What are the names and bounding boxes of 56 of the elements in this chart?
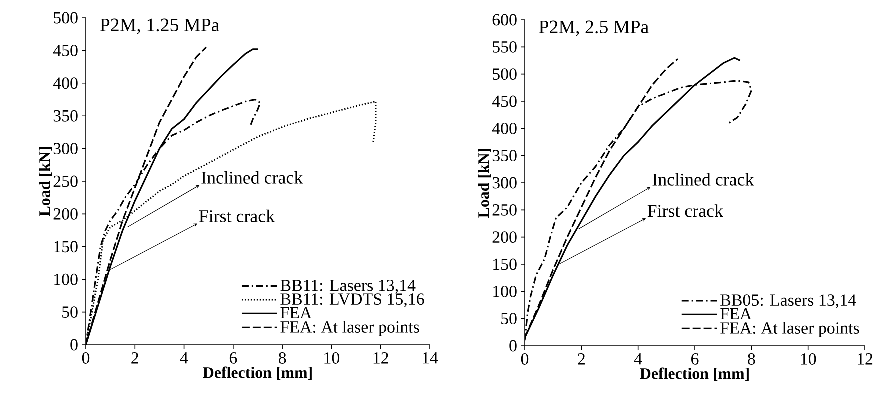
y-tick-label: 50 xyxy=(62,306,78,318)
annotation: First crack xyxy=(648,204,724,218)
legend-label: BB11: LVDTS 15,16 xyxy=(280,294,424,308)
x-tick-label: 6 xyxy=(692,354,699,365)
y-tick-label: 200 xyxy=(54,208,78,220)
legend-label: BB11: Lasers 13,14 xyxy=(280,280,416,294)
x-tick-label: 10 xyxy=(324,352,340,364)
x-tick-label: 10 xyxy=(801,354,816,365)
y-tick-label: 350 xyxy=(54,110,78,122)
x-tick-label: 8 xyxy=(278,352,286,364)
y-tick-label: 500 xyxy=(54,12,78,24)
y-axis-title: Load [kN] xyxy=(478,148,492,218)
x-axis-title: Deflection [mm] xyxy=(640,368,749,382)
y-tick-label: 350 xyxy=(492,150,517,162)
y-tick-label: 300 xyxy=(54,143,78,155)
x-tick-label: 4 xyxy=(180,352,188,364)
x-tick-label: 6 xyxy=(230,352,238,364)
y-tick-label: 150 xyxy=(54,241,78,253)
x-tick-label: 0 xyxy=(82,352,90,364)
y-tick-label: 50 xyxy=(502,313,517,325)
y-tick-label: 300 xyxy=(492,177,517,189)
x-tick-label: 12 xyxy=(374,352,388,364)
y-tick-label: 450 xyxy=(492,96,517,108)
y-tick-label: 200 xyxy=(492,232,517,244)
y-tick-label: 150 xyxy=(494,258,517,270)
y-tick-label: 0 xyxy=(510,340,517,352)
y-tick-label: 250 xyxy=(54,176,78,188)
y-tick-label: 400 xyxy=(492,122,517,134)
y-tick-label: 250 xyxy=(492,204,517,216)
y-tick-label: 100 xyxy=(54,274,78,286)
legend-label: FEA: At laser points xyxy=(720,322,860,338)
y-tick-label: 450 xyxy=(53,44,78,56)
x-tick-label: 0 xyxy=(521,354,529,365)
x-tick-label: 12 xyxy=(858,354,873,365)
y-tick-label: 100 xyxy=(494,286,517,298)
legend-label: FEA xyxy=(720,308,752,320)
x-axis-title: Deflection [mm] xyxy=(203,366,312,380)
y-tick-label: 550 xyxy=(493,41,517,53)
y-tick-label: 0 xyxy=(70,339,78,351)
y-tick-label: 400 xyxy=(53,78,78,90)
x-tick-label: 14 xyxy=(423,352,438,364)
legend-label: FEA: At laser points xyxy=(280,321,420,336)
y-tick-label: 500 xyxy=(493,68,517,80)
x-tick-label: 4 xyxy=(634,354,642,365)
legend-label: FEA xyxy=(280,307,312,319)
y-axis-title: Load [kN] xyxy=(39,147,52,216)
y-tick-label: 600 xyxy=(492,14,517,26)
chart-title: P2M, 1.25 MPa xyxy=(100,18,220,34)
annotation: Inclined crack xyxy=(652,173,754,186)
annotation: First crack xyxy=(199,210,276,222)
chart-title: P2M, 2.5 MPa xyxy=(539,20,649,36)
x-tick-label: 8 xyxy=(748,354,756,365)
legend-label: BB05: Lasers 13,14 xyxy=(720,294,856,308)
x-tick-label: 2 xyxy=(132,352,138,364)
annotation: Inclined crack xyxy=(202,171,304,184)
x-tick-label: 2 xyxy=(578,354,585,365)
